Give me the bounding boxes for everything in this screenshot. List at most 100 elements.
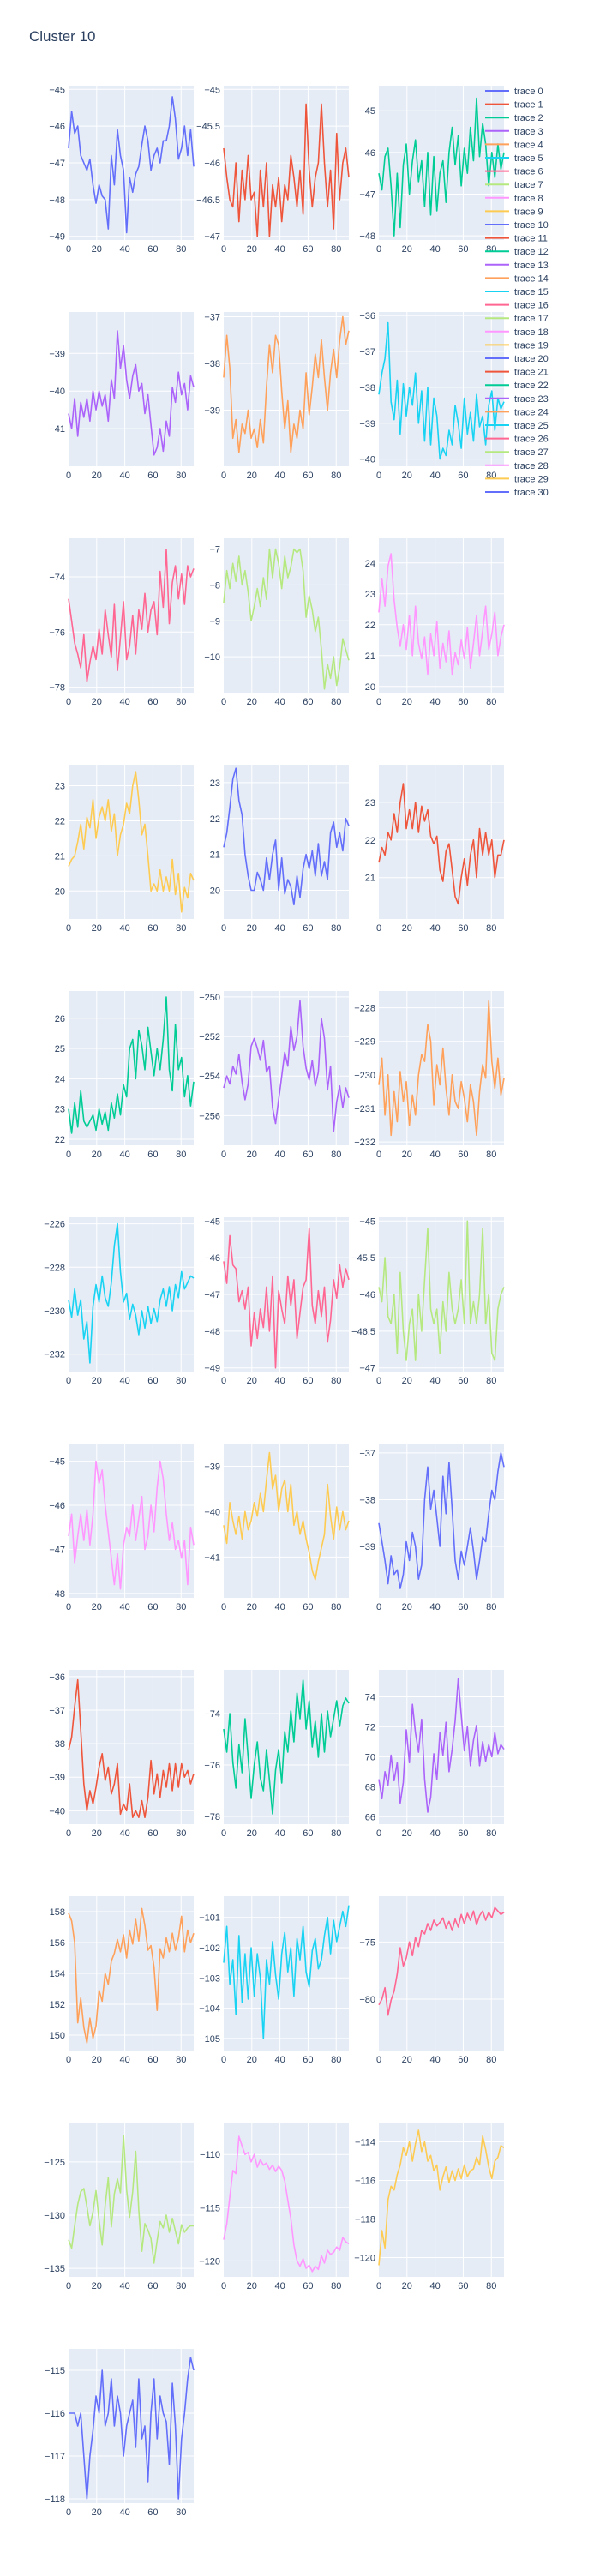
- x-tick-label: 0: [221, 1376, 226, 1386]
- legend-item[interactable]: trace 10: [485, 220, 549, 231]
- legend-label: trace 6: [514, 167, 543, 177]
- legend-label: trace 25: [514, 421, 549, 431]
- subplot-13: 0 20 40 60 80 −256 −254 −252 −250: [199, 991, 350, 1160]
- legend-item[interactable]: trace 8: [485, 194, 543, 204]
- subplot-3: 0 20 40 60 80 −41 −40 −39: [49, 312, 195, 481]
- legend-item[interactable]: trace 24: [485, 407, 549, 417]
- plot-area: [224, 312, 349, 466]
- legend-item[interactable]: trace 11: [485, 234, 548, 244]
- legend-item[interactable]: trace 16: [485, 301, 549, 311]
- x-tick-label: 0: [376, 1602, 381, 1612]
- legend-item[interactable]: trace 3: [485, 127, 543, 137]
- x-tick-label: 60: [458, 1376, 468, 1386]
- y-tick-label: −232: [354, 1138, 375, 1148]
- y-tick-label: −104: [199, 2004, 220, 2015]
- x-tick-label: 20: [247, 697, 257, 707]
- y-tick-label: −254: [199, 1072, 220, 1082]
- y-tick-label: 21: [210, 850, 220, 861]
- legend-item[interactable]: trace 25: [485, 421, 549, 431]
- legend-item[interactable]: trace 27: [485, 447, 549, 458]
- y-tick-label: −250: [199, 993, 220, 1003]
- series-line: [68, 96, 195, 234]
- legend-item[interactable]: trace 0: [485, 87, 543, 97]
- x-tick-label: 80: [331, 1828, 341, 1839]
- legend-item[interactable]: trace 12: [485, 247, 549, 257]
- subplot-16: 0 20 40 60 80 −49 −48 −47 −46 −45: [204, 1216, 350, 1386]
- x-tick-label: 0: [376, 244, 381, 255]
- x-tick-label: 60: [458, 244, 468, 255]
- legend-item[interactable]: trace 5: [485, 153, 543, 164]
- y-tick-label: 74: [365, 1692, 375, 1702]
- subplot-5: 0 20 40 60 80−40−39−38−37−36: [359, 311, 505, 481]
- x-tick-label: 80: [486, 1602, 496, 1612]
- legend-item[interactable]: trace 22: [485, 381, 549, 391]
- legend-label: trace 28: [514, 461, 549, 471]
- legend-item[interactable]: trace 9: [485, 207, 543, 217]
- y-tick-label: −46: [204, 1253, 220, 1264]
- subplot-10: 0 20 40 60 80 20 21 22 23: [210, 765, 350, 934]
- legend-item[interactable]: trace 13: [485, 261, 549, 271]
- series-line: [68, 2135, 194, 2264]
- legend-item[interactable]: trace 19: [485, 340, 549, 351]
- x-tick-label: 40: [274, 697, 285, 707]
- legend-item[interactable]: trace 1: [485, 100, 543, 111]
- x-tick-label: 60: [303, 244, 313, 255]
- legend-item[interactable]: trace 15: [485, 287, 549, 297]
- y-tick-label: −252: [199, 1032, 220, 1042]
- x-tick-label: 0: [66, 923, 71, 934]
- x-tick-label: 40: [119, 923, 129, 934]
- x-tick-label: 40: [429, 244, 440, 255]
- legend-item[interactable]: trace 29: [485, 474, 549, 484]
- legend-item[interactable]: trace 2: [485, 113, 543, 123]
- legend-item[interactable]: trace 20: [485, 354, 549, 364]
- legend-item[interactable]: trace 17: [485, 314, 549, 324]
- series-line: [68, 549, 195, 682]
- x-tick-label: 20: [92, 1602, 102, 1612]
- legend-item[interactable]: trace 30: [485, 488, 549, 498]
- y-tick-label: −40: [204, 1507, 220, 1517]
- x-tick-label: 60: [303, 2055, 313, 2065]
- series-line: [378, 97, 505, 237]
- y-tick-label: 158: [50, 1907, 65, 1918]
- y-tick-label: 22: [55, 1135, 65, 1145]
- x-tick-label: 60: [303, 1150, 313, 1160]
- x-tick-label: 80: [331, 1150, 341, 1160]
- x-tick-label: 20: [92, 471, 102, 481]
- legend-item[interactable]: trace 6: [485, 167, 543, 177]
- y-tick-label: 154: [50, 1969, 65, 1979]
- x-tick-label: 0: [221, 2281, 226, 2291]
- y-tick-label: −48: [204, 1327, 220, 1337]
- y-tick-label: −40: [49, 387, 65, 397]
- series-line: [68, 330, 195, 456]
- y-tick-label: −47: [359, 1364, 375, 1374]
- legend-item[interactable]: trace 23: [485, 394, 549, 405]
- y-tick-label: −47: [49, 1545, 65, 1555]
- legend-label: trace 22: [514, 381, 549, 391]
- x-tick-label: 0: [66, 1602, 71, 1612]
- legend-item[interactable]: trace 28: [485, 461, 549, 471]
- y-tick-label: −37: [359, 1449, 375, 1459]
- x-tick-label: 60: [147, 2281, 158, 2291]
- x-tick-label: 20: [402, 697, 412, 707]
- plot-area: [379, 2123, 504, 2277]
- legend-label: trace 23: [514, 394, 549, 405]
- y-tick-label: 68: [365, 1782, 375, 1792]
- x-tick-label: 80: [176, 1150, 186, 1160]
- legend-item[interactable]: trace 4: [485, 140, 543, 150]
- subplot-11: 0 20 40 60 80 21 22 23: [365, 765, 505, 934]
- x-tick-label: 40: [119, 1150, 129, 1160]
- legend-item[interactable]: trace 26: [485, 435, 549, 445]
- legend-item[interactable]: trace 14: [485, 273, 549, 284]
- y-tick-label: −47: [49, 159, 65, 169]
- legend-item[interactable]: trace 21: [485, 368, 549, 378]
- legend-item[interactable]: trace 18: [485, 327, 549, 338]
- x-tick-label: 0: [66, 244, 71, 255]
- legend-item[interactable]: trace 7: [485, 180, 543, 190]
- y-tick-label: −135: [44, 2264, 65, 2274]
- x-tick-label: 60: [147, 1602, 158, 1612]
- series-line: [68, 1678, 195, 1818]
- x-tick-label: 0: [66, 1828, 71, 1839]
- x-tick-label: 40: [429, 2055, 440, 2065]
- x-tick-label: 40: [429, 1828, 440, 1839]
- y-tick-label: −117: [45, 2452, 65, 2462]
